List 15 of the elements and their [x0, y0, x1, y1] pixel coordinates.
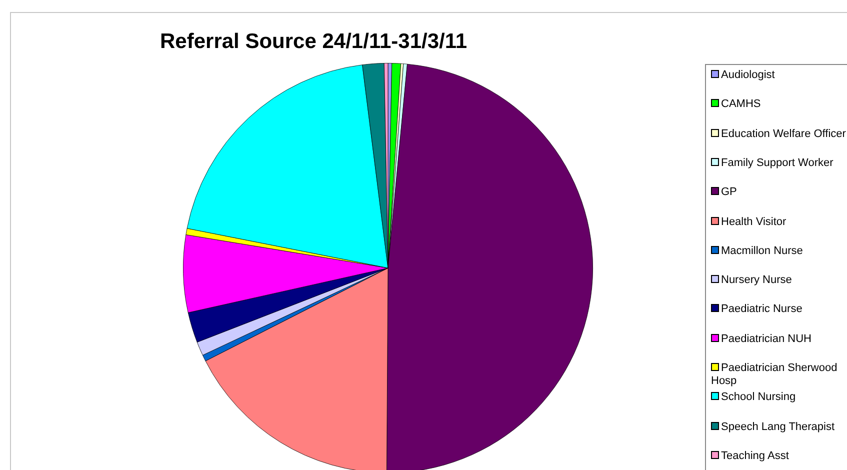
legend-label: Audiologist — [720, 69, 776, 82]
legend-label: Speech Lang Therapist — [720, 420, 836, 434]
legend-label: Paediatrician NUH — [720, 332, 812, 346]
legend-label: Paediatrician Sherwood Hosp — [711, 362, 838, 388]
legend-label: Macmillon Nurse — [720, 244, 804, 258]
legend-label: Paediatric Nurse — [720, 303, 804, 316]
legend-label: Health Visitor — [720, 216, 788, 228]
legend-label: Education Welfare Officer — [720, 128, 847, 141]
chart-title: Referral Source 24/1/11-31/3/11 — [160, 30, 468, 54]
legend-label: GP — [720, 186, 738, 200]
legend-label: Nursery Nurse — [720, 274, 793, 288]
legend-label: CAMHS — [720, 98, 762, 112]
legend-label: School Nursing — [720, 391, 797, 404]
legend-label: Teaching Asst — [720, 450, 790, 463]
legend-label: Family Support Worker — [720, 156, 834, 170]
